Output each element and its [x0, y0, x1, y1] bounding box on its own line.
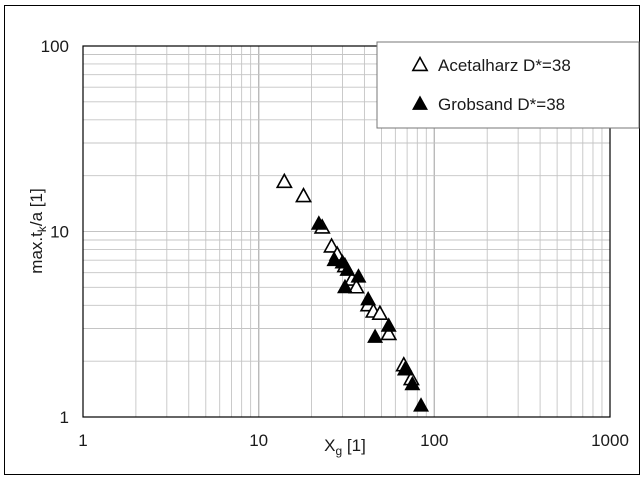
series-grobsand: [310, 215, 430, 412]
x-tick-label: 1000: [591, 431, 629, 450]
tick-labels: 1 10 100 1000 1 10 100: [41, 37, 629, 450]
y-tick-label: 100: [41, 37, 69, 56]
data-points: [275, 172, 430, 412]
legend-label: Grobsand D*=38: [438, 95, 565, 114]
data-point: [371, 304, 389, 321]
data-point: [380, 324, 398, 341]
data-point: [350, 268, 367, 283]
data-point: [413, 397, 430, 412]
data-point: [380, 317, 397, 332]
data-point: [323, 237, 341, 253]
x-axis-title: Xg [1]: [324, 436, 366, 458]
y-tick-label: 1: [60, 408, 69, 427]
x-tick-label: 100: [420, 431, 448, 450]
x-tick-label: 10: [249, 431, 268, 450]
legend-marker: [412, 95, 428, 110]
legend-box: [376, 41, 640, 129]
data-point: [360, 290, 377, 306]
legend: Acetalharz D*=38 Grobsand D*=38: [376, 41, 640, 129]
data-point: [339, 261, 356, 276]
data-point: [337, 278, 353, 294]
data-point: [310, 215, 327, 230]
y-tick-label: 10: [50, 223, 69, 242]
legend-marker: [411, 55, 429, 72]
y-axis-title: max.tk/a [1]: [27, 188, 49, 273]
data-point: [396, 361, 413, 376]
data-point: [275, 172, 293, 189]
data-point: [347, 278, 365, 294]
legend-label: Acetalharz D*=38: [438, 56, 571, 75]
x-tick-label: 1: [78, 431, 87, 450]
data-point: [367, 328, 384, 343]
plot-border: [82, 45, 611, 418]
data-point: [404, 375, 421, 391]
data-point: [295, 187, 312, 203]
